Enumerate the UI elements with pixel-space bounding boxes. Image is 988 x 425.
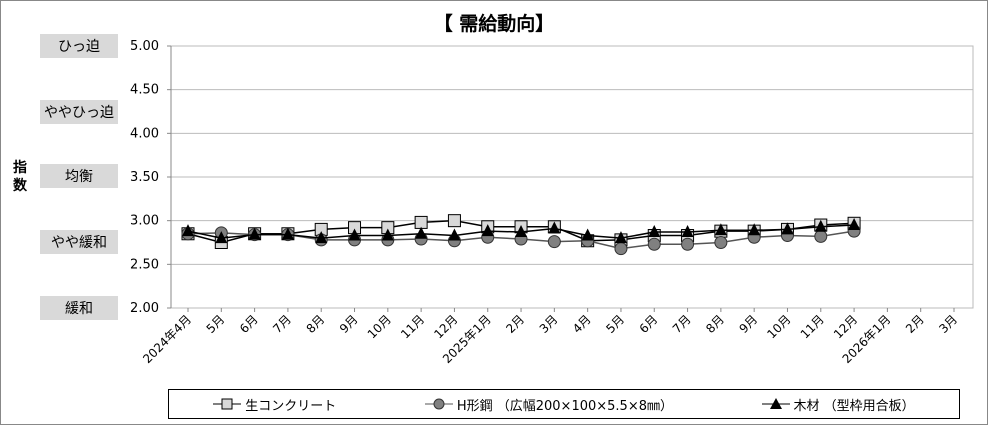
x-tick-label: 11月: [798, 312, 827, 341]
x-tick-label: 6月: [237, 312, 261, 336]
data-point: [448, 228, 461, 241]
x-tick-label: 3月: [537, 312, 561, 336]
x-tick-label: 9月: [737, 312, 761, 336]
band-label: 均衡: [40, 164, 118, 188]
y-axis-label: 指数: [13, 160, 27, 194]
data-point: [415, 226, 428, 239]
x-tick-label: 2月: [503, 312, 527, 336]
data-point: [381, 228, 394, 241]
x-tick-label: 12月: [831, 312, 860, 341]
band-label: 緩和: [40, 296, 118, 320]
y-tick-label: 2.00: [130, 301, 159, 316]
x-tick-label: 10月: [764, 312, 793, 341]
data-point: [748, 223, 761, 236]
x-tick-label: 10月: [365, 312, 394, 341]
data-point: [215, 231, 228, 244]
legend-item: 生コンクリート: [213, 395, 336, 414]
x-tick-label: 11月: [398, 312, 427, 341]
data-point: [614, 231, 627, 244]
x-tick-label: 3月: [936, 312, 960, 336]
data-point: [348, 228, 361, 241]
data-point: [714, 236, 728, 249]
data-point: [681, 225, 694, 238]
data-point: [515, 225, 528, 238]
data-point: [581, 228, 594, 241]
y-tick-label: 3.00: [130, 214, 159, 229]
data-point: [681, 237, 695, 251]
band-label: やや緩和: [40, 230, 118, 254]
data-point: [614, 242, 628, 256]
data-point: [547, 235, 561, 249]
y-tick-label: 4.50: [130, 83, 159, 98]
data-point: [714, 223, 727, 236]
chart-title: 【 需給動向】: [433, 13, 555, 35]
x-tick-label: 5月: [204, 312, 228, 336]
y-tick-label: 5.00: [130, 39, 159, 54]
x-tick-label: 8月: [304, 312, 328, 336]
legend-item: 木材 （型枠用合板）: [761, 395, 915, 414]
y-tick-label: 4.00: [130, 126, 159, 141]
legend: 生コンクリート H形鋼 （広幅200×100×5.5×8㎜） 木材 （型枠用合板…: [168, 389, 960, 419]
band-label: ひっ迫: [40, 34, 118, 58]
data-point: [648, 225, 661, 238]
data-point: [781, 222, 794, 235]
x-tick-label: 6月: [637, 312, 661, 336]
data-point: [481, 224, 494, 237]
legend-item: H形鋼 （広幅200×100×5.5×8㎜）: [424, 395, 673, 414]
data-point: [447, 214, 461, 228]
data-point: [848, 218, 861, 231]
x-tick-label: 12月: [431, 312, 460, 341]
data-point: [647, 237, 661, 251]
data-point: [248, 227, 261, 240]
x-tick-label: 7月: [670, 312, 694, 336]
x-tick-label: 2024年4月: [140, 312, 194, 366]
data-point: [281, 227, 294, 240]
x-tick-label: 4月: [570, 312, 594, 336]
data-point: [414, 215, 428, 229]
x-tick-label: 9月: [337, 312, 361, 336]
x-tick-label: 7月: [270, 312, 294, 336]
band-label: ややひっ迫: [40, 100, 118, 124]
data-point: [814, 229, 828, 243]
data-point: [182, 224, 194, 237]
x-tick-label: 5月: [603, 312, 627, 336]
y-tick-label: 2.50: [130, 257, 159, 272]
data-point: [315, 231, 328, 244]
data-point: [814, 219, 827, 232]
x-tick-label: 2月: [903, 312, 927, 336]
x-tick-label: 8月: [703, 312, 727, 336]
data-point: [548, 221, 561, 234]
y-tick-label: 3.50: [130, 170, 159, 185]
